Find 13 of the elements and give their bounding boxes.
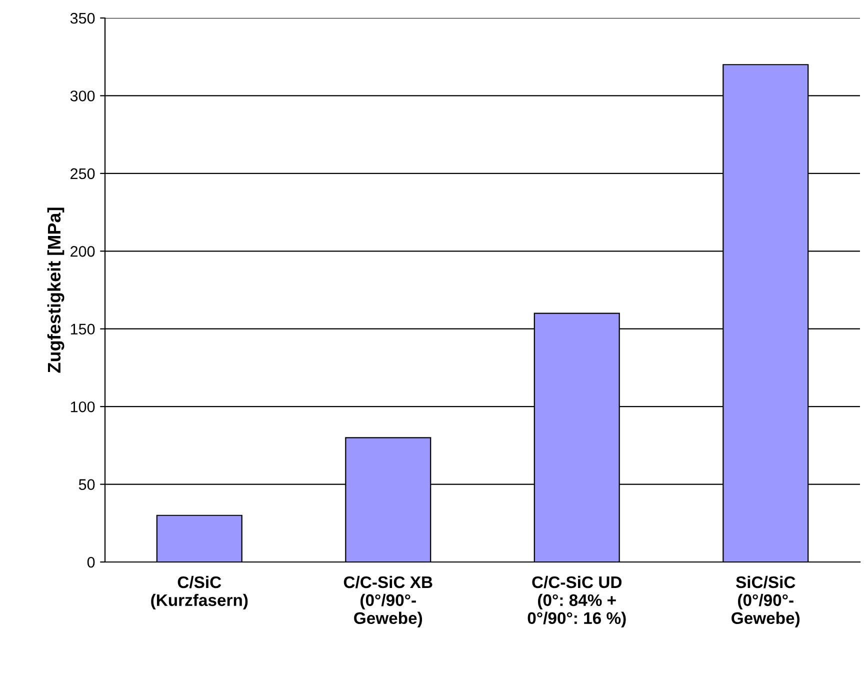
- x-tick-label: C/C-SiC XB (0°/90°- Gewebe): [344, 576, 432, 628]
- x-tick-label: SiC/SiC (0°/90°- Gewebe): [732, 576, 800, 628]
- y-tick-label: 300: [70, 90, 95, 102]
- y-axis-title: Zugfestigkeit [MPa]: [47, 208, 64, 373]
- x-tick-label: C/C-SiC UD (0°: 84% + 0°/90°: 16 %): [528, 576, 626, 628]
- y-tick-label: 250: [70, 168, 95, 180]
- y-tick-label: 350: [70, 12, 95, 24]
- y-tick-label: 150: [70, 324, 95, 335]
- y-tick-label: 50: [78, 479, 95, 490]
- y-tick-label: 200: [70, 246, 95, 257]
- y-tick-label: 100: [70, 401, 95, 412]
- y-tick-label: 0: [87, 556, 95, 568]
- x-tick-label: C/SiC (Kurzfasern): [151, 576, 248, 610]
